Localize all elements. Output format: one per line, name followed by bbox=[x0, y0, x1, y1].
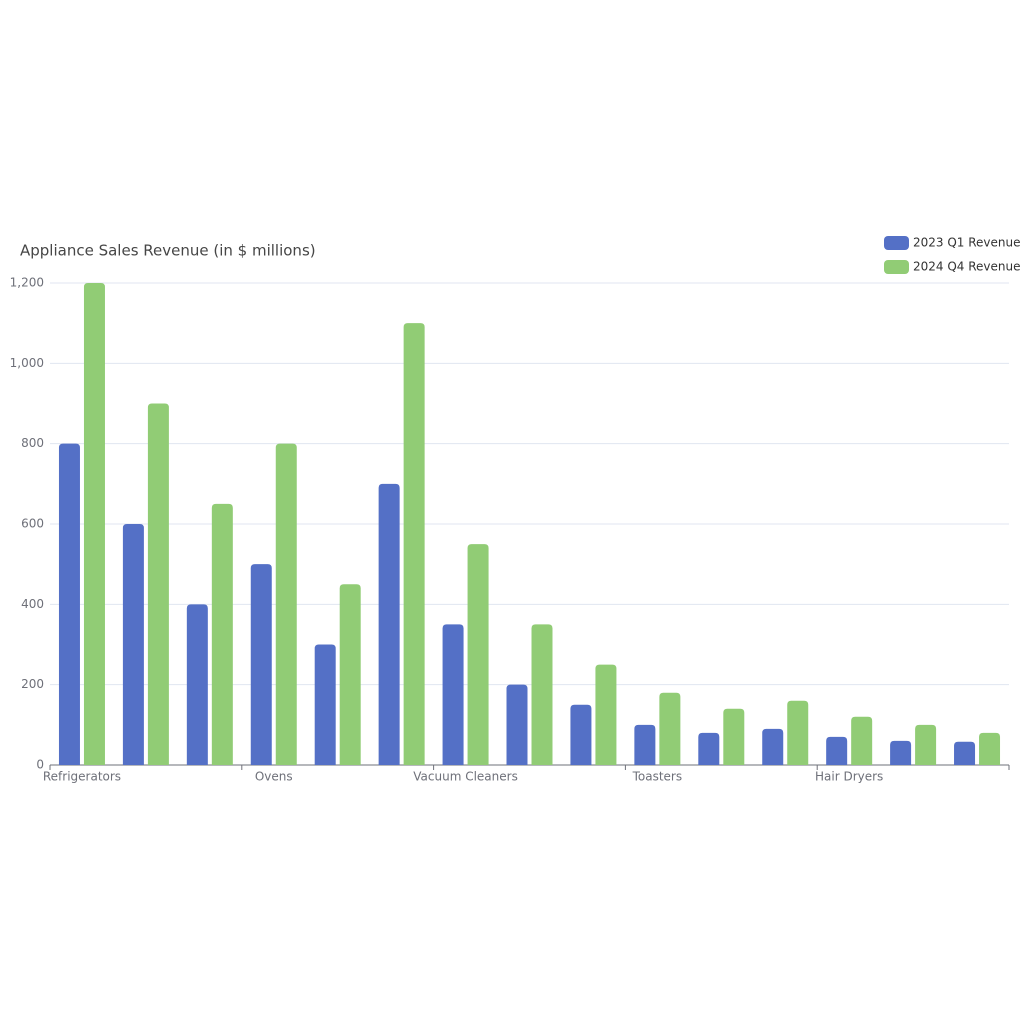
bar bbox=[211, 503, 233, 765]
bar bbox=[147, 403, 169, 765]
y-tick-label: 0 bbox=[36, 758, 44, 772]
bar bbox=[915, 724, 937, 765]
bar bbox=[787, 700, 809, 765]
y-tick-label: 200 bbox=[21, 677, 44, 691]
bar bbox=[531, 624, 553, 765]
bar bbox=[698, 732, 720, 765]
bar bbox=[314, 644, 336, 765]
bar bbox=[570, 704, 592, 765]
legend-label: 2023 Q1 Revenue bbox=[913, 236, 1021, 250]
bar bbox=[378, 483, 400, 765]
bar bbox=[826, 736, 848, 765]
legend-label: 2024 Q4 Revenue bbox=[913, 260, 1021, 274]
y-tick-label: 1,200 bbox=[10, 276, 44, 290]
x-tick-label: Toasters bbox=[632, 770, 683, 784]
bar bbox=[979, 732, 1001, 765]
bar bbox=[83, 283, 105, 765]
bar bbox=[58, 443, 80, 765]
legend-swatch bbox=[884, 236, 909, 250]
legend-swatch bbox=[884, 260, 909, 274]
bar bbox=[467, 544, 489, 765]
y-tick-label: 1,000 bbox=[10, 356, 44, 370]
x-tick-label: Hair Dryers bbox=[815, 770, 883, 784]
y-tick-label: 800 bbox=[21, 436, 44, 450]
bar bbox=[403, 323, 425, 765]
x-tick-label: Refrigerators bbox=[43, 770, 121, 784]
bar bbox=[723, 708, 745, 765]
bar bbox=[122, 524, 144, 765]
bar bbox=[595, 664, 617, 765]
y-tick-label: 400 bbox=[21, 597, 44, 611]
bar bbox=[890, 740, 912, 765]
x-tick-label: Ovens bbox=[255, 770, 293, 784]
bar bbox=[762, 728, 784, 765]
bar bbox=[275, 443, 297, 765]
chart-title: Appliance Sales Revenue (in $ millions) bbox=[20, 242, 316, 260]
y-tick-label: 600 bbox=[21, 517, 44, 531]
bar bbox=[634, 724, 656, 765]
bar bbox=[186, 604, 208, 765]
bar bbox=[851, 716, 873, 765]
bar bbox=[250, 564, 272, 765]
bar bbox=[954, 741, 976, 765]
bar bbox=[442, 624, 464, 765]
bar bbox=[339, 584, 361, 765]
bar bbox=[659, 692, 681, 765]
x-tick-label: Vacuum Cleaners bbox=[413, 770, 518, 784]
bar bbox=[506, 684, 528, 765]
